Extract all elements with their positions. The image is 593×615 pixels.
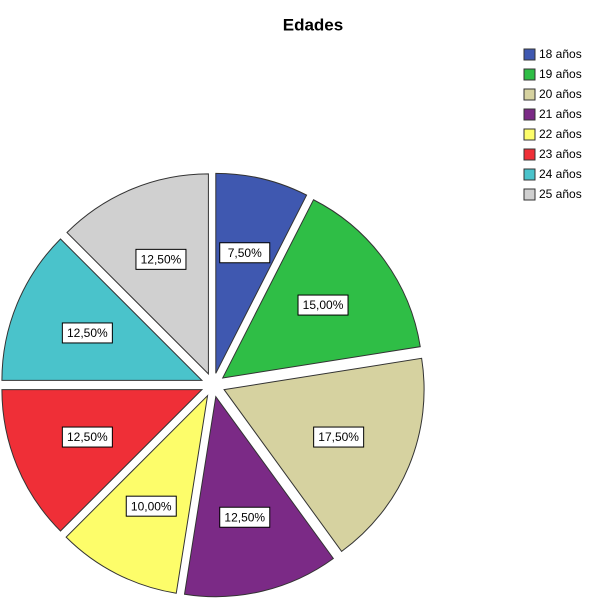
legend-label: 24 años bbox=[539, 167, 582, 181]
legend-label: 23 años bbox=[539, 147, 582, 161]
label-box bbox=[313, 426, 365, 448]
label-box bbox=[135, 248, 187, 270]
label-box bbox=[297, 294, 349, 316]
data-label: 12,50% bbox=[67, 430, 108, 444]
data-label: 12,50% bbox=[141, 253, 182, 267]
label-box bbox=[219, 242, 271, 264]
legend-swatch bbox=[523, 188, 536, 201]
legend-swatch bbox=[523, 168, 536, 181]
legend-label: 21 años bbox=[539, 107, 582, 121]
data-label: 12,50% bbox=[67, 326, 108, 340]
data-label: 15,00% bbox=[303, 298, 344, 312]
legend-swatch bbox=[523, 148, 536, 161]
pie-slice bbox=[223, 357, 425, 553]
legend-swatch bbox=[523, 88, 536, 101]
legend-swatch bbox=[523, 128, 536, 141]
pie-slice bbox=[1, 389, 204, 532]
legend-swatch bbox=[523, 108, 536, 121]
legend-swatch bbox=[523, 48, 536, 61]
chart-title: Edades bbox=[283, 15, 343, 34]
data-label: 10,00% bbox=[131, 499, 172, 513]
label-box bbox=[125, 495, 177, 517]
data-label: 12,50% bbox=[224, 510, 265, 524]
legend-label: 22 años bbox=[539, 127, 582, 141]
legend-label: 25 años bbox=[539, 187, 582, 201]
legend-label: 20 años bbox=[539, 87, 582, 101]
data-label: 7,50% bbox=[228, 246, 262, 260]
legend-swatch bbox=[523, 68, 536, 81]
pie-slice bbox=[183, 395, 335, 598]
pie-slice bbox=[1, 238, 204, 381]
label-box bbox=[61, 322, 113, 344]
pie-slice bbox=[215, 172, 308, 374]
pie-slice bbox=[66, 173, 209, 376]
legend-label: 18 años bbox=[539, 47, 582, 61]
data-label: 17,50% bbox=[318, 430, 359, 444]
pie-slice bbox=[65, 394, 209, 594]
legend-label: 19 años bbox=[539, 67, 582, 81]
label-box bbox=[219, 506, 271, 528]
pie-slice bbox=[221, 199, 421, 379]
label-box bbox=[61, 426, 113, 448]
